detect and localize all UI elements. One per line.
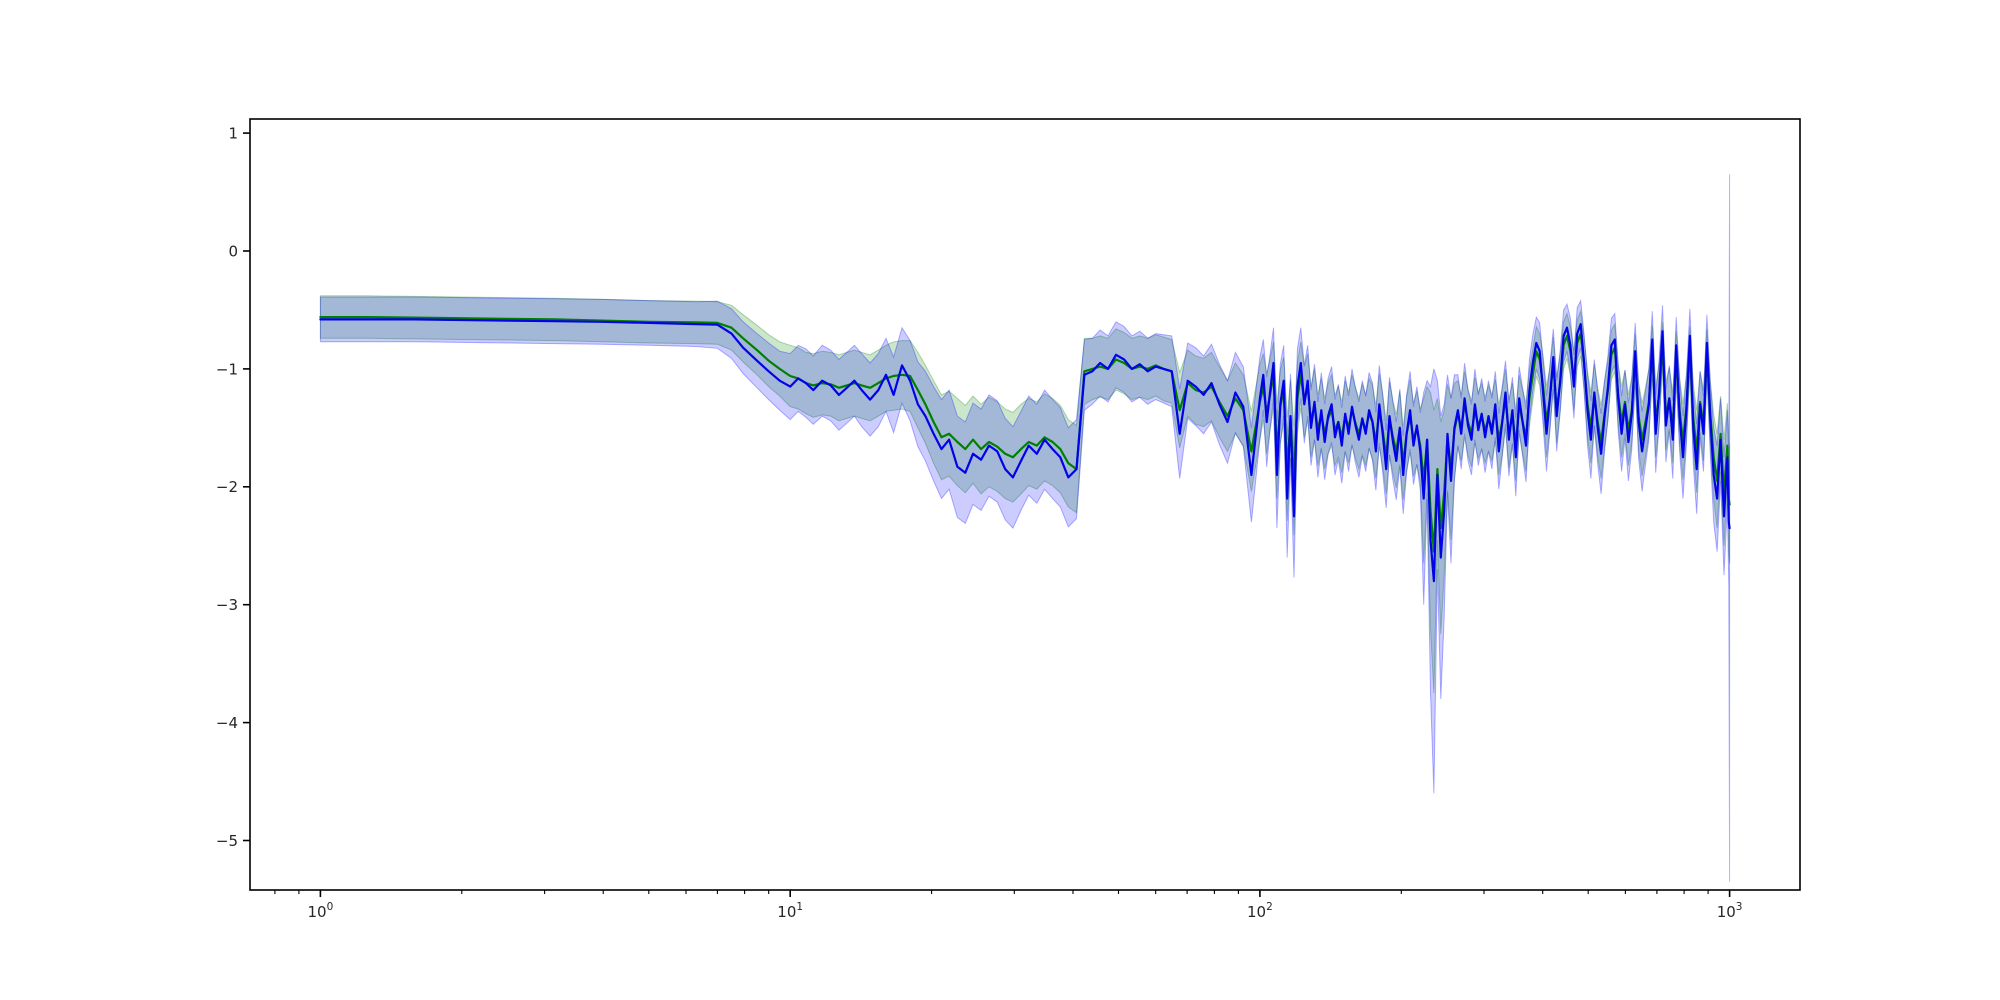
y-tick-label: −3 [216,596,238,614]
y-tick-label: −5 [216,832,238,850]
y-tick-label: 1 [228,125,238,143]
blue-series-confidence-band [319,174,1731,882]
series-lines-layer [319,316,1731,583]
green-series-confidence-band [319,295,1731,694]
y-tick-label: 0 [228,242,238,260]
x-tick-label: 100 [308,901,334,921]
y-tick-label: −2 [216,478,238,496]
blue-series-line [319,318,1731,583]
y-tick-label: −4 [216,714,238,732]
plot-spines [249,118,1801,891]
x-tick-label: 101 [777,901,803,921]
y-tick-label: −1 [216,360,238,378]
x-tick-label: 102 [1247,901,1273,921]
x-tick-label: 103 [1717,901,1743,921]
confidence-bands-layer [319,174,1731,882]
axes-layer [243,118,1801,897]
tick-labels-layer: 1 0 −1 −2 −3 −4 −5 100 101 102 103 [216,125,1743,922]
